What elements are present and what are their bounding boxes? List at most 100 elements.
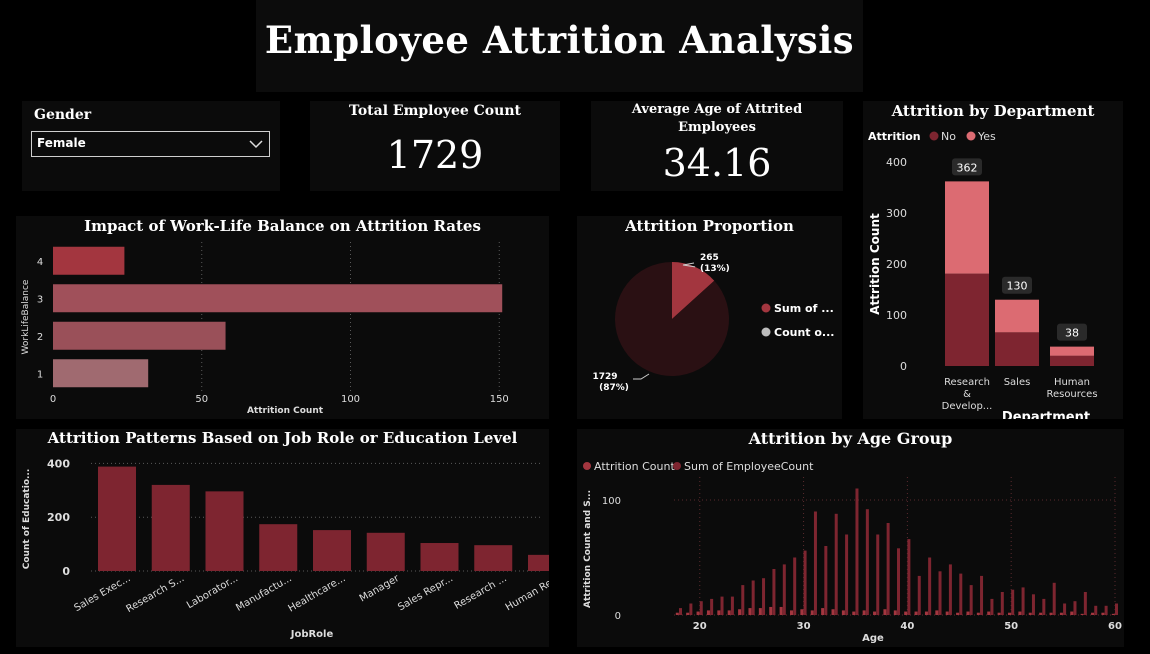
legend-title: Attrition (868, 130, 921, 143)
chart-title: Attrition by Age Group (748, 429, 953, 448)
bar-attrition (945, 611, 949, 615)
y-tick-label: 3 (37, 294, 43, 305)
bar-attrition (883, 609, 887, 615)
bar (53, 359, 149, 388)
x-tick-label: Manufactu... (234, 573, 294, 614)
x-tick-label: 100 (341, 394, 360, 405)
chevron-down-icon (249, 140, 263, 149)
y-tick-label: 100 (602, 496, 621, 507)
bar-attrition (1049, 612, 1053, 615)
bar-employee-count (886, 523, 890, 615)
x-tick-label: 60 (1108, 621, 1122, 632)
bar-employee-count (813, 511, 817, 615)
gender-slicer: Gender Female (22, 101, 280, 191)
bar-employee-count (1052, 582, 1056, 615)
bar-employee-count (730, 596, 734, 615)
y-tick-label: 100 (886, 309, 907, 322)
total-label: 38 (1065, 327, 1079, 340)
bar (528, 554, 549, 571)
total-employee-card: Total Employee Count 1729 (310, 101, 560, 191)
bar-attrition (914, 611, 918, 615)
bar-employee-count (938, 571, 942, 615)
bar-employee-count (679, 608, 682, 615)
x-tick-label: Human Re... (504, 573, 549, 613)
legend-label: No (941, 130, 956, 143)
bar-employee-count (1115, 603, 1118, 615)
legend-marker (761, 303, 771, 313)
total-label: 362 (957, 161, 978, 174)
legend-marker (761, 327, 771, 337)
slicer-label: Gender (34, 107, 92, 123)
x-tick-label: Manager (358, 573, 402, 605)
bar-attrition (769, 606, 773, 615)
x-tick-label: Research ... (453, 573, 509, 612)
bar-attrition (789, 610, 793, 615)
y-tick-label: 4 (37, 257, 43, 268)
bar (259, 524, 298, 571)
bar-attrition (675, 612, 679, 615)
legend-marker (966, 131, 976, 141)
page-title: Employee Attrition Analysis (264, 18, 855, 62)
bar-employee-count (969, 585, 973, 615)
x-tick-label: 150 (490, 394, 509, 405)
bar-attrition (727, 610, 731, 615)
bar-attrition (1101, 612, 1105, 615)
dropdown-value: Female (37, 136, 86, 150)
gender-dropdown[interactable]: Female (31, 131, 270, 157)
bar-employee-count (865, 509, 869, 615)
bar-attrition (966, 611, 970, 615)
bar-employee-count (928, 557, 932, 615)
x-tick-label: Sales (1004, 377, 1031, 388)
bar-attrition (686, 612, 690, 615)
legend-marker (673, 462, 681, 470)
bar-attrition (738, 609, 742, 615)
bar-attrition (831, 609, 835, 615)
bar (53, 246, 125, 275)
x-tick-label: Healthcare... (287, 573, 348, 615)
x-tick-label: Research S... (125, 573, 187, 615)
x-tick-label: 40 (900, 621, 914, 632)
y-axis-label: Attrition Count and S... (583, 490, 593, 608)
bar (151, 484, 190, 571)
bar-employee-count (1094, 605, 1098, 615)
worklife-chart-panel: Impact of Work-Life Balance on Attrition… (16, 216, 549, 419)
bar-employee-count (1011, 589, 1015, 615)
average-age-card: Average Age of Attrited Employees 34.16 (591, 101, 843, 191)
legend-label: Attrition Count (594, 460, 675, 473)
legend-label: Yes (977, 130, 996, 143)
bar (474, 545, 513, 571)
bar-employee-count (897, 548, 900, 615)
total-label-bg (952, 158, 982, 176)
slice-label: 1729 (592, 372, 617, 382)
bar-attrition (956, 612, 960, 615)
worklife-chart: 0 50 100 150 4 3 2 1 Attrition Count WorkLifeBala… (21, 242, 509, 416)
bar-attrition (924, 611, 928, 615)
bar-employee-count (948, 564, 952, 615)
bar-no (995, 332, 1039, 366)
bar-attrition (1091, 612, 1095, 615)
bar-employee-count (855, 488, 859, 615)
y-tick-label: 200 (886, 258, 907, 271)
total-label: 130 (1007, 280, 1028, 293)
bar (420, 543, 459, 571)
bar-employee-count (959, 573, 963, 615)
leader-line (633, 373, 650, 380)
bar-attrition (1080, 613, 1084, 615)
bar-employee-count (845, 534, 849, 615)
leader-line (682, 262, 696, 268)
bar-attrition (852, 611, 856, 615)
bar-employee-count (762, 578, 766, 615)
bar-employee-count (772, 569, 776, 615)
bar-employee-count (1104, 605, 1108, 615)
department-chart-panel: Attrition by Department Attrition No Yes 0 1… (863, 101, 1123, 419)
pie-slice (615, 262, 729, 376)
bar-employee-count (980, 575, 984, 615)
slice-label: (87%) (599, 383, 629, 393)
bar-attrition (717, 610, 721, 615)
x-tick-label: Research (944, 377, 990, 388)
y-axis-label: Count of Educatio... (22, 469, 32, 570)
bar-attrition (748, 608, 752, 615)
bar-yes (1050, 346, 1094, 356)
bar-attrition (800, 609, 804, 615)
legend-label: Sum of ... (774, 302, 834, 315)
